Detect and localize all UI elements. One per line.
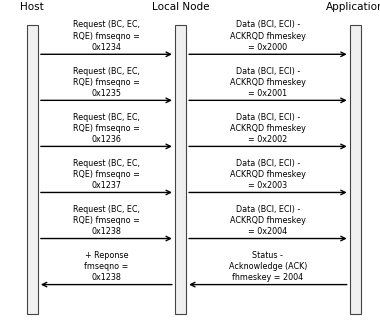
Text: Status -
Acknowledge (ACK)
fhmeskey = 2004: Status - Acknowledge (ACK) fhmeskey = 20…: [229, 251, 307, 282]
Text: Request (BC, EC,
RQE) fmseqno =
0x1238: Request (BC, EC, RQE) fmseqno = 0x1238: [73, 205, 140, 236]
Text: Request (BC, EC,
RQE) fmseqno =
0x1234: Request (BC, EC, RQE) fmseqno = 0x1234: [73, 20, 140, 52]
Bar: [27, 25, 38, 314]
Text: Application: Application: [326, 2, 380, 12]
Text: Data (BCI, ECI) -
ACKRQD fhmeskey
= 0x2002: Data (BCI, ECI) - ACKRQD fhmeskey = 0x20…: [230, 113, 306, 144]
Text: Request (BC, EC,
RQE) fmseqno =
0x1235: Request (BC, EC, RQE) fmseqno = 0x1235: [73, 66, 140, 98]
Bar: [175, 25, 186, 314]
Text: Local Node: Local Node: [152, 2, 209, 12]
Text: + Reponse
fmseqno =
0x1238: + Reponse fmseqno = 0x1238: [84, 251, 128, 282]
Text: Request (BC, EC,
RQE) fmseqno =
0x1236: Request (BC, EC, RQE) fmseqno = 0x1236: [73, 113, 140, 144]
Text: Data (BCI, ECI) -
ACKRQD fhmeskey
= 0x2003: Data (BCI, ECI) - ACKRQD fhmeskey = 0x20…: [230, 159, 306, 190]
Text: Request (BC, EC,
RQE) fmseqno =
0x1237: Request (BC, EC, RQE) fmseqno = 0x1237: [73, 159, 140, 190]
Text: Host: Host: [21, 2, 44, 12]
Bar: [350, 25, 361, 314]
Text: Data (BCI, ECI) -
ACKRQD fhmeskey
= 0x2001: Data (BCI, ECI) - ACKRQD fhmeskey = 0x20…: [230, 66, 306, 98]
Text: Data (BCI, ECI) -
ACKRQD fhmeskey
= 0x2004: Data (BCI, ECI) - ACKRQD fhmeskey = 0x20…: [230, 205, 306, 236]
Text: Data (BCI, ECI) -
ACKRQD fhmeskey
= 0x2000: Data (BCI, ECI) - ACKRQD fhmeskey = 0x20…: [230, 20, 306, 52]
